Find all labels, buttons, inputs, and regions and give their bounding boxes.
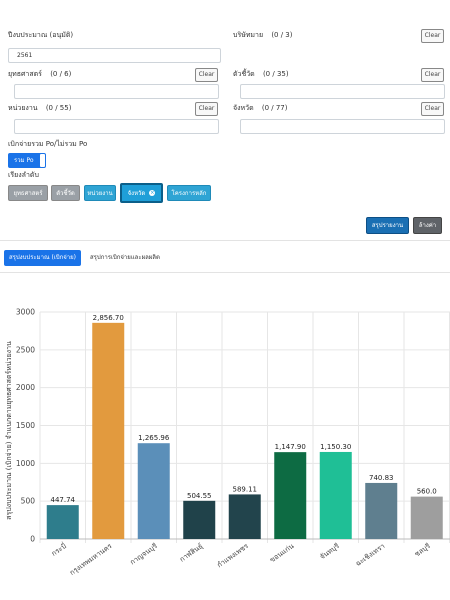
data-label: 740.83: [369, 474, 394, 482]
program-label-text: บริษัทมาย: [233, 31, 264, 39]
province-label-text: จังหวัด: [233, 104, 254, 112]
y-tick-label: 500: [21, 497, 36, 506]
bar: [92, 322, 125, 539]
province-field[interactable]: [240, 119, 445, 134]
tab-disbursement-output[interactable]: สรุปการเบิกจ่ายและผลผลิต: [90, 254, 160, 261]
province-count: (0 / 77): [261, 104, 288, 112]
year-label: ปีงบประมาณ (อนุมัติ): [8, 31, 74, 39]
x-tick-label: จันทบุรี: [319, 542, 342, 561]
x-tick-label: กรุงเทพมหานคร: [68, 542, 113, 577]
data-label: 504.55: [187, 492, 212, 500]
sort-chip-agency[interactable]: หน่วยงาน: [84, 185, 116, 201]
sort-chip-province-label: จังหวัด: [127, 190, 146, 197]
data-label: 589.11: [233, 485, 258, 493]
agency-field[interactable]: [14, 119, 219, 134]
bar: [365, 482, 398, 539]
strategy-label: ยุทธศาสตร์ (0 / 6): [8, 69, 71, 80]
data-label: 560.0: [417, 488, 437, 496]
x-tick-label: กำแพงเพชร: [216, 542, 250, 569]
budget-bar-chart: 0 500 1000 1500 2000 2500 3000 447.74 กระบี่ 2,85…: [5, 308, 450, 577]
close-icon[interactable]: ×: [149, 190, 156, 196]
y-tick-label: 0: [30, 535, 35, 544]
x-tick-label: กาฬสินธุ์: [178, 542, 204, 564]
x-tick-label: ชลบุรี: [413, 542, 432, 559]
toggle-knob: [40, 154, 45, 167]
indicator-label: ตัวชี้วัด (0 / 35): [233, 69, 289, 80]
po-toggle-label: รวม Po: [14, 157, 34, 164]
data-label: 1,147.90: [275, 443, 306, 451]
year-field[interactable]: 2561: [8, 48, 221, 63]
y-axis-label: สรุปงบประมาณ (เบิกจ่าย) จำแนกตามยุทธศาสต…: [5, 341, 13, 520]
strategy-clear-button[interactable]: Clear: [195, 68, 218, 82]
program-count: (0 / 3): [271, 31, 293, 39]
sort-chip-main-project[interactable]: โครงการหลัก: [167, 185, 211, 201]
indicator-clear-button[interactable]: Clear: [421, 68, 444, 82]
y-tick-label: 2000: [16, 383, 35, 392]
indicator-count: (0 / 35): [262, 70, 289, 78]
data-label: 1,265.96: [138, 434, 170, 442]
divider: [0, 240, 450, 241]
bar: [410, 496, 443, 539]
po-label: เบิกจ่ายรวม Po/ไม่รวม Po: [8, 140, 88, 148]
agency-label: หน่วยงาน (0 / 55): [8, 103, 71, 114]
y-tick-label: 1500: [16, 421, 35, 430]
bar: [46, 505, 79, 539]
bar: [137, 443, 170, 539]
sort-chip-strategy[interactable]: ยุทธศาสตร์: [8, 185, 48, 201]
data-label: 447.74: [51, 496, 76, 504]
reset-button[interactable]: ล้างค่า: [413, 217, 442, 234]
program-label: บริษัทมาย (0 / 3): [233, 30, 293, 41]
agency-count: (0 / 55): [45, 104, 72, 112]
bar: [228, 494, 261, 539]
y-tick-label: 3000: [16, 308, 35, 317]
sort-chip-province[interactable]: จังหวัด ×: [120, 183, 163, 203]
sort-label: เรียงลำดับ: [8, 171, 39, 179]
data-label: 1,150.30: [320, 443, 351, 451]
bar: [274, 452, 307, 539]
bar: [183, 500, 216, 539]
x-tick-label: ขอนแก่น: [268, 542, 295, 564]
y-tick-label: 2500: [16, 345, 35, 354]
agency-clear-button[interactable]: Clear: [195, 102, 218, 116]
agency-label-text: หน่วยงาน: [8, 104, 38, 112]
indicator-label-text: ตัวชี้วัด: [233, 70, 255, 78]
strategy-count: (0 / 6): [50, 70, 72, 78]
y-tick-label: 1000: [16, 459, 35, 468]
indicator-field[interactable]: [240, 84, 445, 99]
tab-budget-summary[interactable]: สรุปงบประมาณ (เบิกจ่าย): [4, 250, 81, 266]
x-tick-label: กาญจนบุรี: [129, 542, 159, 567]
province-clear-button[interactable]: Clear: [421, 102, 444, 116]
summary-button[interactable]: สรุปรายงาน: [366, 217, 409, 234]
x-tick-label: กระบี่: [49, 541, 67, 558]
province-label: จังหวัด (0 / 77): [233, 103, 288, 114]
sort-chip-indicator[interactable]: ตัวชี้วัด: [51, 185, 80, 201]
tab-divider: [0, 272, 450, 273]
data-label: 2,856.70: [93, 314, 124, 322]
po-toggle[interactable]: รวม Po: [8, 153, 46, 168]
bar: [319, 451, 352, 539]
program-clear-button[interactable]: Clear: [421, 29, 444, 43]
strategy-field[interactable]: [14, 84, 219, 99]
x-tick-label: ฉะเชิงเทรา: [354, 542, 386, 568]
strategy-label-text: ยุทธศาสตร์: [8, 70, 42, 78]
